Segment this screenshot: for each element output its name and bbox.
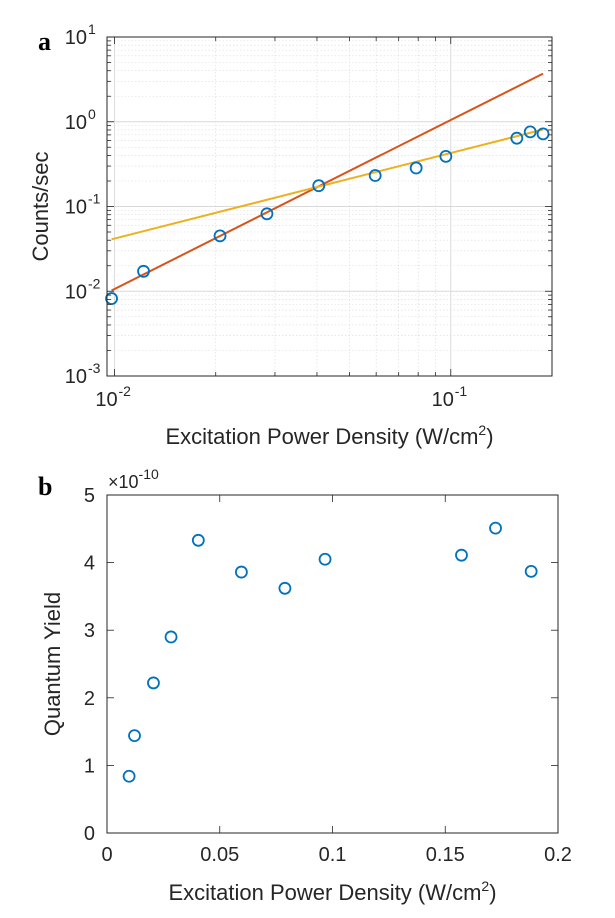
panel-b-ticks: 0 0.05 0.1 0.15 0.2 0 1 2 3 4 5 — [84, 485, 572, 866]
data-point — [510, 131, 524, 145]
panel-a-x-label-sup: 2 — [478, 422, 486, 438]
data-point — [147, 676, 160, 690]
data-point — [536, 127, 550, 141]
data-point — [455, 548, 468, 562]
panel-b-x-label: Excitation Power Density (W/cm2) — [168, 878, 496, 905]
data-point — [523, 125, 537, 139]
data-point — [137, 264, 150, 278]
y-tick-label: 2 — [84, 688, 95, 710]
panel-b-x-label-close: ) — [489, 880, 496, 905]
x-tick-label: 0.2 — [544, 844, 572, 866]
data-point — [260, 207, 274, 221]
data-point — [213, 229, 227, 243]
y-tick-label-exp: -1 — [88, 191, 101, 207]
data-point — [409, 161, 423, 175]
x-tick-label-exp: -2 — [118, 383, 131, 399]
data-point — [312, 179, 326, 193]
y-tick-label: 10 — [65, 366, 87, 388]
panel-a-fit-lines — [111, 72, 544, 292]
data-point — [105, 292, 118, 305]
data-point — [122, 769, 136, 783]
panel-b-x-label-sup: 2 — [481, 878, 489, 894]
data-point — [368, 169, 382, 182]
x-tick-label: 10 — [432, 389, 454, 411]
panel-b-points — [122, 521, 538, 783]
panel-b-multiplier: ×10-10 — [108, 466, 159, 492]
panel-a-y-label: Counts/sec — [28, 151, 53, 261]
panel-b-x-label-text: Excitation Power Density (W/cm — [168, 880, 481, 905]
x-tick-label: 10 — [95, 389, 117, 411]
panel-a-chart: 10 -2 10 -110 -310 -210 -110 010 1 Excitation Po… — [28, 21, 553, 449]
panel-b-multiplier-exp: -10 — [139, 466, 159, 482]
y-tick-label: 10 — [65, 197, 87, 219]
panel-b-multiplier-base: ×10 — [108, 472, 139, 492]
panel-b-axes-box — [106, 494, 559, 834]
panel-a-x-label-close: ) — [486, 424, 493, 449]
x-tick-label: 0 — [101, 844, 112, 866]
y-tick-label-exp: -2 — [88, 275, 101, 291]
steep-fit-line — [111, 72, 544, 292]
panel-a-points — [105, 125, 550, 305]
y-tick-label: 5 — [84, 485, 95, 507]
y-tick-label: 10 — [65, 27, 87, 49]
panel-b-chart: 0 0.05 0.1 0.15 0.2 0 1 2 3 4 5 ×10-10 Excitation … — [40, 466, 572, 905]
y-tick-label-exp: 0 — [88, 106, 96, 122]
data-point — [524, 564, 538, 578]
panel-a-letter: a — [38, 27, 51, 56]
x-tick-label: 0.1 — [319, 844, 347, 866]
data-point — [439, 150, 453, 163]
panel-a-x-label-text: Excitation Power Density (W/cm — [165, 424, 478, 449]
data-point — [489, 521, 502, 535]
data-point — [191, 533, 205, 547]
y-tick-label: 0 — [84, 823, 95, 845]
data-point — [234, 565, 248, 579]
y-tick-label: 10 — [65, 112, 87, 134]
data-point — [278, 581, 292, 595]
y-tick-label-exp: 1 — [88, 21, 96, 37]
panel-b-y-label: Quantum Yield — [40, 592, 65, 736]
data-point — [318, 552, 332, 566]
y-tick-label: 1 — [84, 755, 95, 777]
y-tick-label: 10 — [65, 281, 87, 303]
panel-a-grid — [107, 37, 553, 377]
data-point — [164, 630, 178, 644]
x-tick-label-exp: -1 — [455, 383, 468, 399]
x-tick-label: 0.15 — [426, 844, 465, 866]
y-tick-label: 4 — [84, 553, 95, 575]
panel-b-letter: b — [38, 472, 52, 501]
y-tick-label-exp: -3 — [88, 360, 101, 376]
x-tick-label: 0.05 — [200, 844, 239, 866]
y-tick-label: 3 — [84, 620, 95, 642]
panel-a-x-label: Excitation Power Density (W/cm2) — [165, 422, 493, 449]
data-point — [128, 729, 141, 743]
panel-a-ticks: 10 -2 10 -110 -310 -210 -110 010 1 — [65, 21, 553, 411]
shallow-fit-line — [111, 128, 544, 241]
